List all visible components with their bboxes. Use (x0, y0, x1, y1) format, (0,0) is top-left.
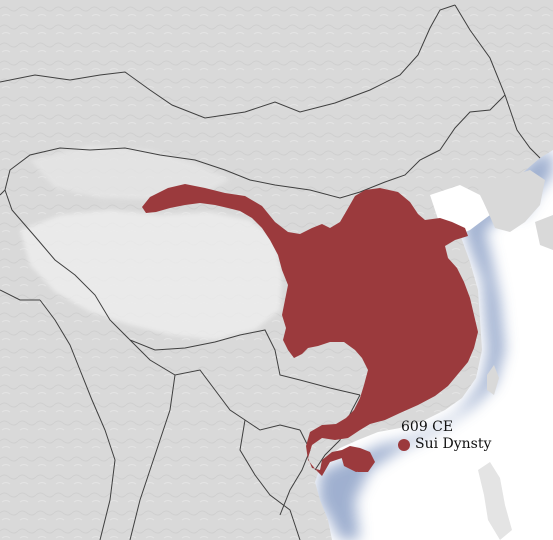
coast-shadow (318, 0, 553, 540)
japan-fragment (535, 215, 553, 250)
legend-year: 609 CE (401, 419, 454, 435)
hainan-island (340, 448, 372, 472)
map-legend: 609 CE Sui Dynsty (398, 419, 491, 453)
legend-entry: Sui Dynsty (398, 436, 491, 453)
philippines (478, 462, 512, 540)
sui-dynasty-territory (142, 184, 478, 476)
taiwan (487, 365, 499, 395)
tibetan-plateau (20, 210, 282, 340)
korea (478, 170, 545, 232)
legend-entry-label: Sui Dynsty (415, 436, 492, 452)
legend-swatch (398, 438, 410, 451)
